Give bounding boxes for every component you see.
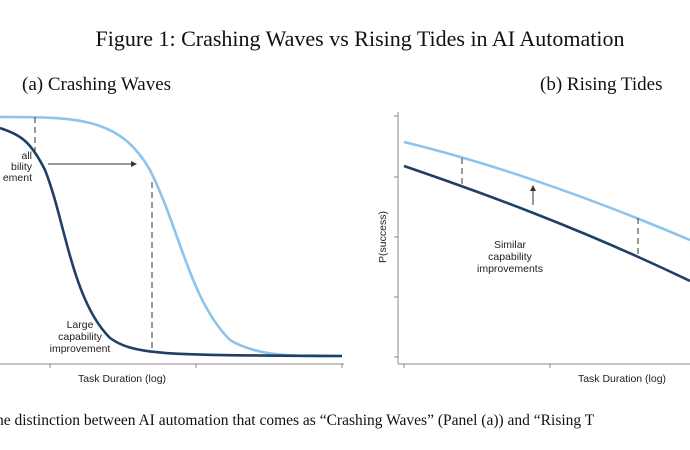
annotation-small-line2: bility	[11, 161, 33, 173]
annotation-large-line1: Large	[67, 319, 94, 331]
panel-a: all bility ement Large capability improv…	[0, 115, 344, 385]
after-curve	[0, 115, 343, 358]
panel-b-title: (b) Rising Tides	[540, 74, 663, 95]
annotation-line2: capability	[488, 251, 533, 263]
panel-b-x-label: Task Duration (log)	[578, 373, 666, 385]
annotation-large-line2: capability	[58, 331, 103, 343]
arrow-head-icon	[131, 161, 137, 167]
panel-a-title: (a) Crashing Waves	[22, 74, 172, 95]
figure-title: Figure 1: Crashing Waves vs Rising Tides…	[95, 26, 625, 51]
annotation-small-line1: all	[21, 150, 32, 162]
before-curve	[403, 164, 690, 283]
arrow-head-icon	[530, 185, 536, 191]
annotation-large-line3: improvement	[50, 343, 111, 355]
panel-b: Similar capability improvements P(succes…	[377, 112, 690, 385]
after-curve	[403, 140, 690, 242]
panel-b-y-label: P(success)	[377, 211, 389, 263]
figure-caption: he distinction between AI automation tha…	[0, 412, 595, 429]
annotation-line1: Similar	[494, 239, 527, 251]
annotation-line3: improvements	[477, 263, 543, 275]
panel-a-x-label: Task Duration (log)	[78, 373, 166, 385]
annotation-small-line3: ement	[3, 172, 32, 184]
before-curve	[0, 126, 343, 358]
